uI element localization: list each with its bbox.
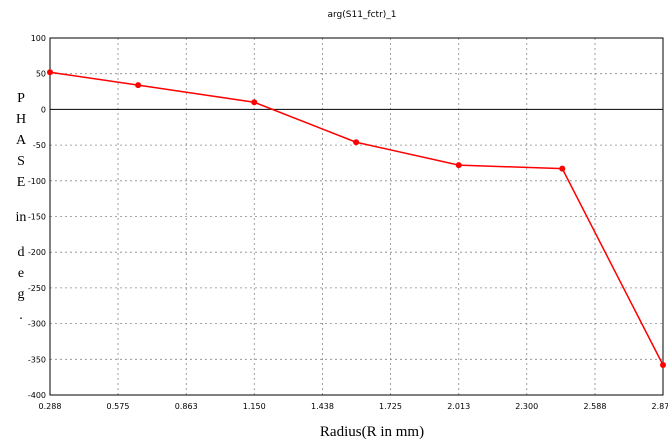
x-tick-label: 2.013 (447, 402, 470, 411)
y-tick-label: -200 (28, 248, 46, 257)
data-point (559, 165, 566, 172)
y-label-char: S (17, 154, 25, 169)
y-tick-label: -400 (28, 391, 46, 400)
plot-frame (49, 37, 664, 396)
y-tick-label: 50 (36, 70, 46, 79)
x-tick-label: 1.725 (379, 402, 402, 411)
chart-title: arg(S11_fctr)_1 (327, 10, 396, 20)
x-axis-ticks: 0.288 0.575 0.863 1.150 1.438 1.725 2.013 2.300… (39, 402, 668, 411)
y-tick-label: -350 (28, 355, 46, 364)
data-point (660, 362, 666, 369)
x-tick-label: 1.438 (311, 402, 334, 411)
y-tick-label: 100 (31, 34, 46, 43)
grid-layer (50, 38, 663, 395)
y-label-char: d (18, 245, 25, 260)
y-label-char: e (18, 266, 24, 281)
y-label-char: H (16, 112, 26, 127)
x-tick-label: 2.588 (584, 402, 607, 411)
x-tick-label: 2.875 (652, 402, 668, 411)
y-label-char: P (17, 91, 25, 106)
y-tick-label: -300 (28, 320, 46, 329)
y-label-char: in (16, 210, 27, 225)
y-axis-ticks: 100 50 0 -50 -100 -150 -200 -250 -300 -350 -400 (28, 34, 46, 400)
y-tick-label: -50 (33, 141, 46, 150)
x-tick-label: 0.575 (107, 402, 130, 411)
y-label-char: . (19, 308, 23, 323)
x-axis-label: Radius(R in mm) (320, 424, 424, 440)
y-tick-label: -150 (28, 213, 46, 222)
data-point (455, 162, 462, 169)
data-point (353, 139, 360, 146)
x-tick-label: 1.150 (243, 402, 266, 411)
data-point (135, 82, 142, 89)
series-layer (47, 69, 666, 369)
y-tick-label: -100 (28, 177, 46, 186)
data-point (47, 69, 53, 76)
y-tick-label: -250 (28, 284, 46, 293)
x-tick-label: 2.300 (515, 402, 538, 411)
x-tick-label: 0.863 (175, 402, 198, 411)
y-label-char: A (16, 133, 27, 148)
y-label-char: g (18, 287, 25, 302)
y-label-char: E (17, 175, 26, 190)
y-tick-label: 0 (41, 105, 46, 114)
series-line (49, 71, 664, 366)
data-point (251, 99, 258, 106)
x-tick-label: 0.288 (39, 402, 62, 411)
